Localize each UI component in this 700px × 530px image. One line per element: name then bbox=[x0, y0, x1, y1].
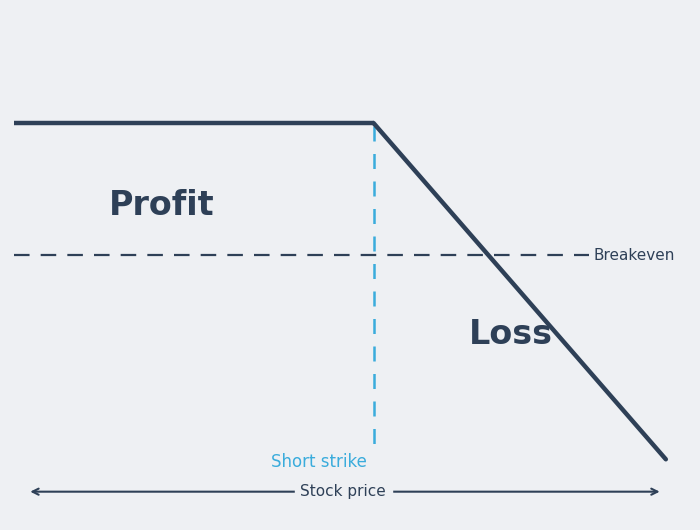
Text: Profit: Profit bbox=[109, 189, 215, 222]
Text: Breakeven: Breakeven bbox=[594, 248, 675, 262]
Text: Loss: Loss bbox=[469, 318, 553, 351]
Text: Stock price: Stock price bbox=[300, 484, 386, 499]
Text: Short strike: Short strike bbox=[271, 453, 367, 471]
